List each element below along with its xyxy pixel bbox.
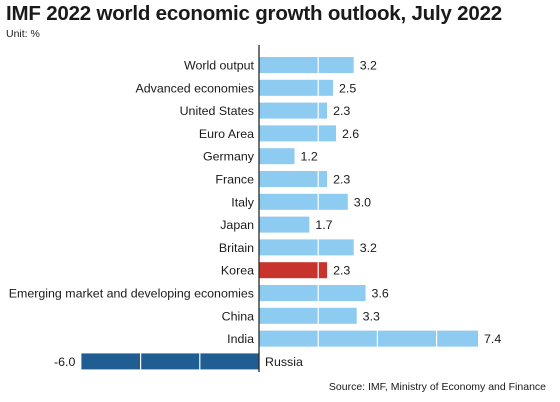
category-label-china: China bbox=[222, 309, 254, 323]
value-label-germany: 1.2 bbox=[301, 150, 318, 164]
bar-india bbox=[259, 330, 479, 347]
bar-korea bbox=[259, 262, 328, 279]
value-label-japan: 1.7 bbox=[315, 218, 332, 232]
bar-france bbox=[259, 171, 328, 187]
bar-world-output bbox=[259, 57, 354, 73]
category-label-italy: Italy bbox=[231, 195, 255, 209]
bars-group bbox=[81, 57, 479, 370]
category-label-emerging-market-and-developing-economies: Emerging market and developing economies bbox=[9, 287, 254, 301]
category-label-korea: Korea bbox=[221, 264, 254, 278]
bar-euro-area bbox=[259, 125, 336, 142]
value-label-italy: 3.0 bbox=[354, 195, 371, 209]
chart-title: IMF 2022 world economic growth outlook, … bbox=[6, 2, 502, 25]
unit-label: Unit: % bbox=[6, 28, 40, 40]
bar-emerging-market-and-developing-economies bbox=[259, 285, 366, 301]
value-label-united-states: 2.3 bbox=[333, 104, 350, 118]
category-label-germany: Germany bbox=[203, 150, 255, 164]
bar-china bbox=[259, 307, 357, 324]
bar-italy bbox=[259, 193, 348, 210]
bar-advanced-economies bbox=[259, 79, 333, 96]
value-label-world-output: 3.2 bbox=[360, 59, 377, 73]
value-label-china: 3.3 bbox=[363, 309, 380, 323]
bar-britain bbox=[259, 239, 354, 256]
value-label-india: 7.4 bbox=[484, 332, 501, 346]
category-label-japan: Japan bbox=[220, 218, 254, 232]
category-label-india: India bbox=[227, 332, 254, 346]
bar-germany bbox=[259, 148, 295, 165]
value-label-advanced-economies: 2.5 bbox=[339, 81, 356, 95]
source-note: Source: IMF, Ministry of Economy and Fin… bbox=[328, 381, 546, 393]
bar-united-states bbox=[259, 102, 328, 119]
value-label-britain: 3.2 bbox=[360, 241, 377, 255]
value-label-euro-area: 2.6 bbox=[342, 127, 359, 141]
category-label-united-states: United States bbox=[180, 104, 254, 118]
labels-group: World output 3.2 Advanced economies 2.5 Unit… bbox=[9, 59, 502, 369]
category-label-britain: Britain bbox=[219, 241, 254, 255]
category-label-advanced-economies: Advanced economies bbox=[136, 81, 254, 95]
category-label-world-output: World output bbox=[184, 59, 255, 73]
value-label-korea: 2.3 bbox=[333, 264, 350, 278]
value-label-france: 2.3 bbox=[333, 173, 350, 187]
category-label-euro-area: Euro Area bbox=[199, 127, 254, 141]
bar-russia bbox=[81, 353, 260, 370]
category-label-france: France bbox=[215, 173, 254, 187]
value-label-emerging-market-and-developing-economies: 3.6 bbox=[372, 287, 389, 301]
bar-japan bbox=[259, 216, 310, 233]
category-label-russia: Russia bbox=[265, 355, 303, 369]
value-label-russia: -6.0 bbox=[54, 355, 75, 369]
